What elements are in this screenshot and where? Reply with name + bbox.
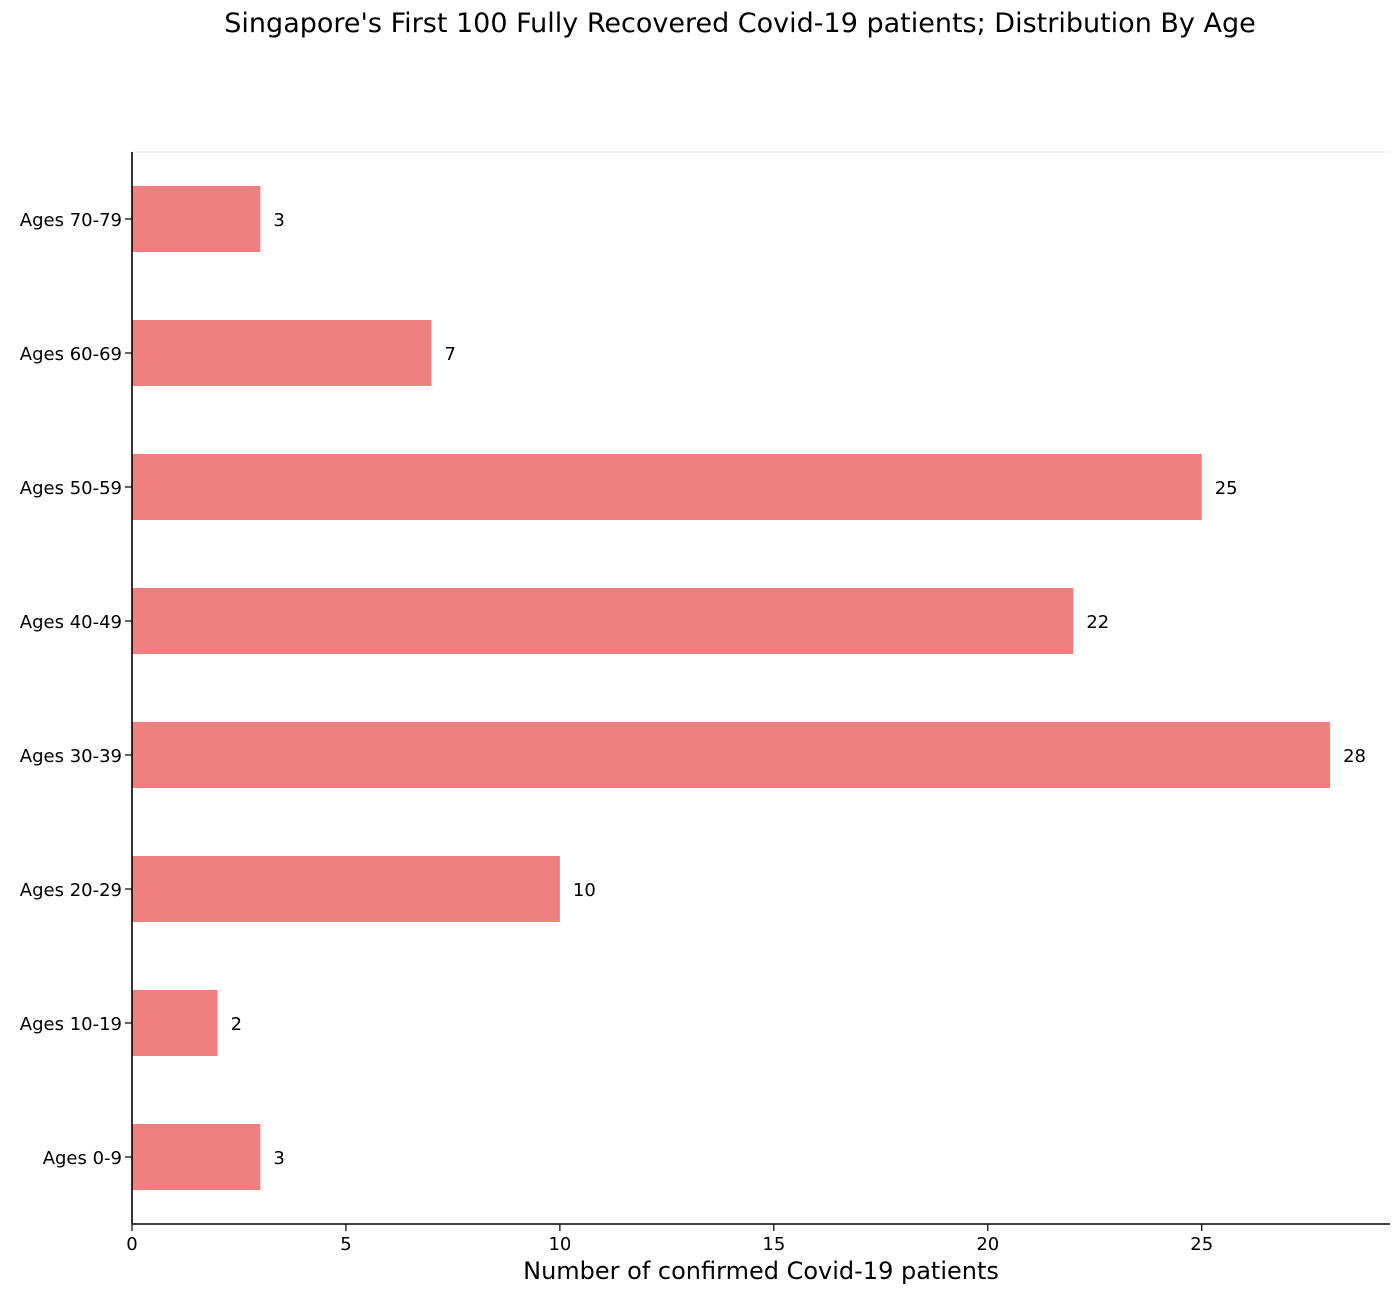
x-tick-label: 5 xyxy=(340,1234,351,1255)
bar-value-label: 3 xyxy=(273,1148,284,1169)
y-tick-label: Ages 70-79 xyxy=(20,210,122,231)
bar-value-label: 25 xyxy=(1215,478,1238,499)
chart-title: Singapore's First 100 Fully Recovered Co… xyxy=(224,8,1255,39)
x-axis-label: Number of confirmed Covid-19 patients xyxy=(523,1257,999,1285)
y-tick-label: Ages 20-29 xyxy=(20,880,122,901)
bar-value-label: 22 xyxy=(1086,612,1109,633)
x-axis-ticks-group: 0 5 10 15 20 25 xyxy=(126,1224,1213,1255)
x-tick-label: 0 xyxy=(126,1234,137,1255)
bar-value-label: 3 xyxy=(273,210,284,231)
x-tick-label: 25 xyxy=(1190,1234,1213,1255)
x-tick-label: 10 xyxy=(548,1234,571,1255)
bar xyxy=(132,990,218,1056)
bar xyxy=(132,856,560,922)
x-tick-label: 15 xyxy=(762,1234,785,1255)
y-tick-label: Ages 30-39 xyxy=(20,746,122,767)
bar xyxy=(132,454,1202,520)
bar xyxy=(132,320,432,386)
bars-group xyxy=(132,186,1331,1190)
y-tick-label: Ages 50-59 xyxy=(20,478,122,499)
bar xyxy=(132,186,261,252)
data-labels-group: 3 2 10 28 22 25 7 3 xyxy=(231,210,1366,1169)
bar-value-label: 28 xyxy=(1343,746,1366,767)
y-axis-ticks-group: Ages 0-9 Ages 10-19 Ages 20-29 Ages 30-39 Ag… xyxy=(20,210,132,1169)
y-tick-label: Ages 40-49 xyxy=(20,612,122,633)
x-tick-label: 20 xyxy=(976,1234,999,1255)
bar xyxy=(132,1124,261,1190)
y-tick-label: Ages 0-9 xyxy=(43,1148,122,1169)
bar-value-label: 7 xyxy=(445,344,456,365)
y-tick-label: Ages 10-19 xyxy=(20,1014,122,1035)
y-tick-label: Ages 60-69 xyxy=(20,344,122,365)
bar xyxy=(132,588,1074,654)
bar-value-label: 10 xyxy=(573,880,596,901)
bar xyxy=(132,722,1331,788)
bar-value-label: 2 xyxy=(231,1014,242,1035)
